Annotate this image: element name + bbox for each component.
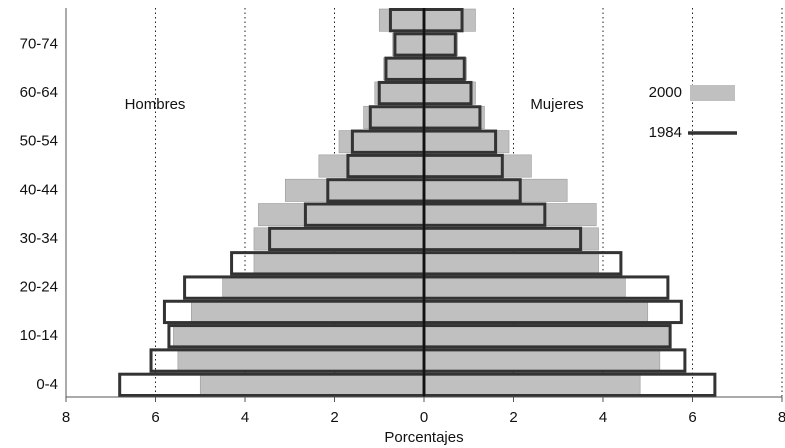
bar [423, 33, 458, 56]
y-tick-label: 60-64 [20, 84, 58, 101]
x-axis-title: Porcentajes [384, 429, 463, 446]
x-tick-label: 4 [241, 409, 249, 426]
bar [173, 324, 425, 348]
bar [423, 57, 467, 81]
legend-swatch [690, 85, 735, 101]
bar [423, 276, 626, 300]
x-tick-label: 6 [688, 409, 696, 426]
bar [222, 276, 425, 300]
y-tick-label: 0-4 [36, 376, 58, 393]
bar [392, 33, 425, 56]
bar [253, 227, 425, 251]
y-tick-label: 10-14 [20, 327, 58, 344]
bar [383, 57, 425, 81]
bar [363, 105, 425, 129]
bar [423, 373, 641, 397]
bar [374, 81, 425, 105]
bar [423, 324, 671, 348]
bar [284, 178, 425, 202]
bar [318, 154, 425, 178]
bar [423, 251, 599, 275]
bar [423, 8, 476, 32]
y-tick-label: 20-24 [20, 279, 58, 296]
bar [423, 227, 599, 251]
bar [191, 300, 425, 324]
y-tick-label: 70-74 [20, 35, 58, 52]
bar [253, 251, 425, 275]
x-tick-label: 2 [330, 409, 338, 426]
bar [258, 203, 425, 227]
bar [177, 349, 425, 372]
x-tick-label: 6 [151, 409, 159, 426]
x-tick-label: 8 [62, 409, 70, 426]
x-tick-label: 0 [420, 409, 428, 426]
x-tick-label: 8 [778, 409, 785, 426]
bar [423, 203, 597, 227]
y-tick-label: 50-54 [20, 133, 58, 150]
bar [423, 105, 485, 129]
bar [378, 8, 425, 32]
left-label: Hombres [125, 96, 186, 113]
bar [423, 81, 476, 105]
bar [423, 349, 661, 372]
right-label: Mujeres [530, 96, 583, 113]
bar [423, 178, 568, 202]
y-tick-label: 30-34 [20, 230, 58, 247]
x-tick-label: 2 [509, 409, 517, 426]
bar [199, 373, 425, 397]
x-tick-label: 4 [599, 409, 607, 426]
y-tick-label: 40-44 [20, 181, 58, 198]
bar [423, 300, 649, 324]
bar [423, 154, 532, 178]
legend-label: 1984 [649, 124, 682, 141]
legend-label: 2000 [649, 84, 682, 101]
